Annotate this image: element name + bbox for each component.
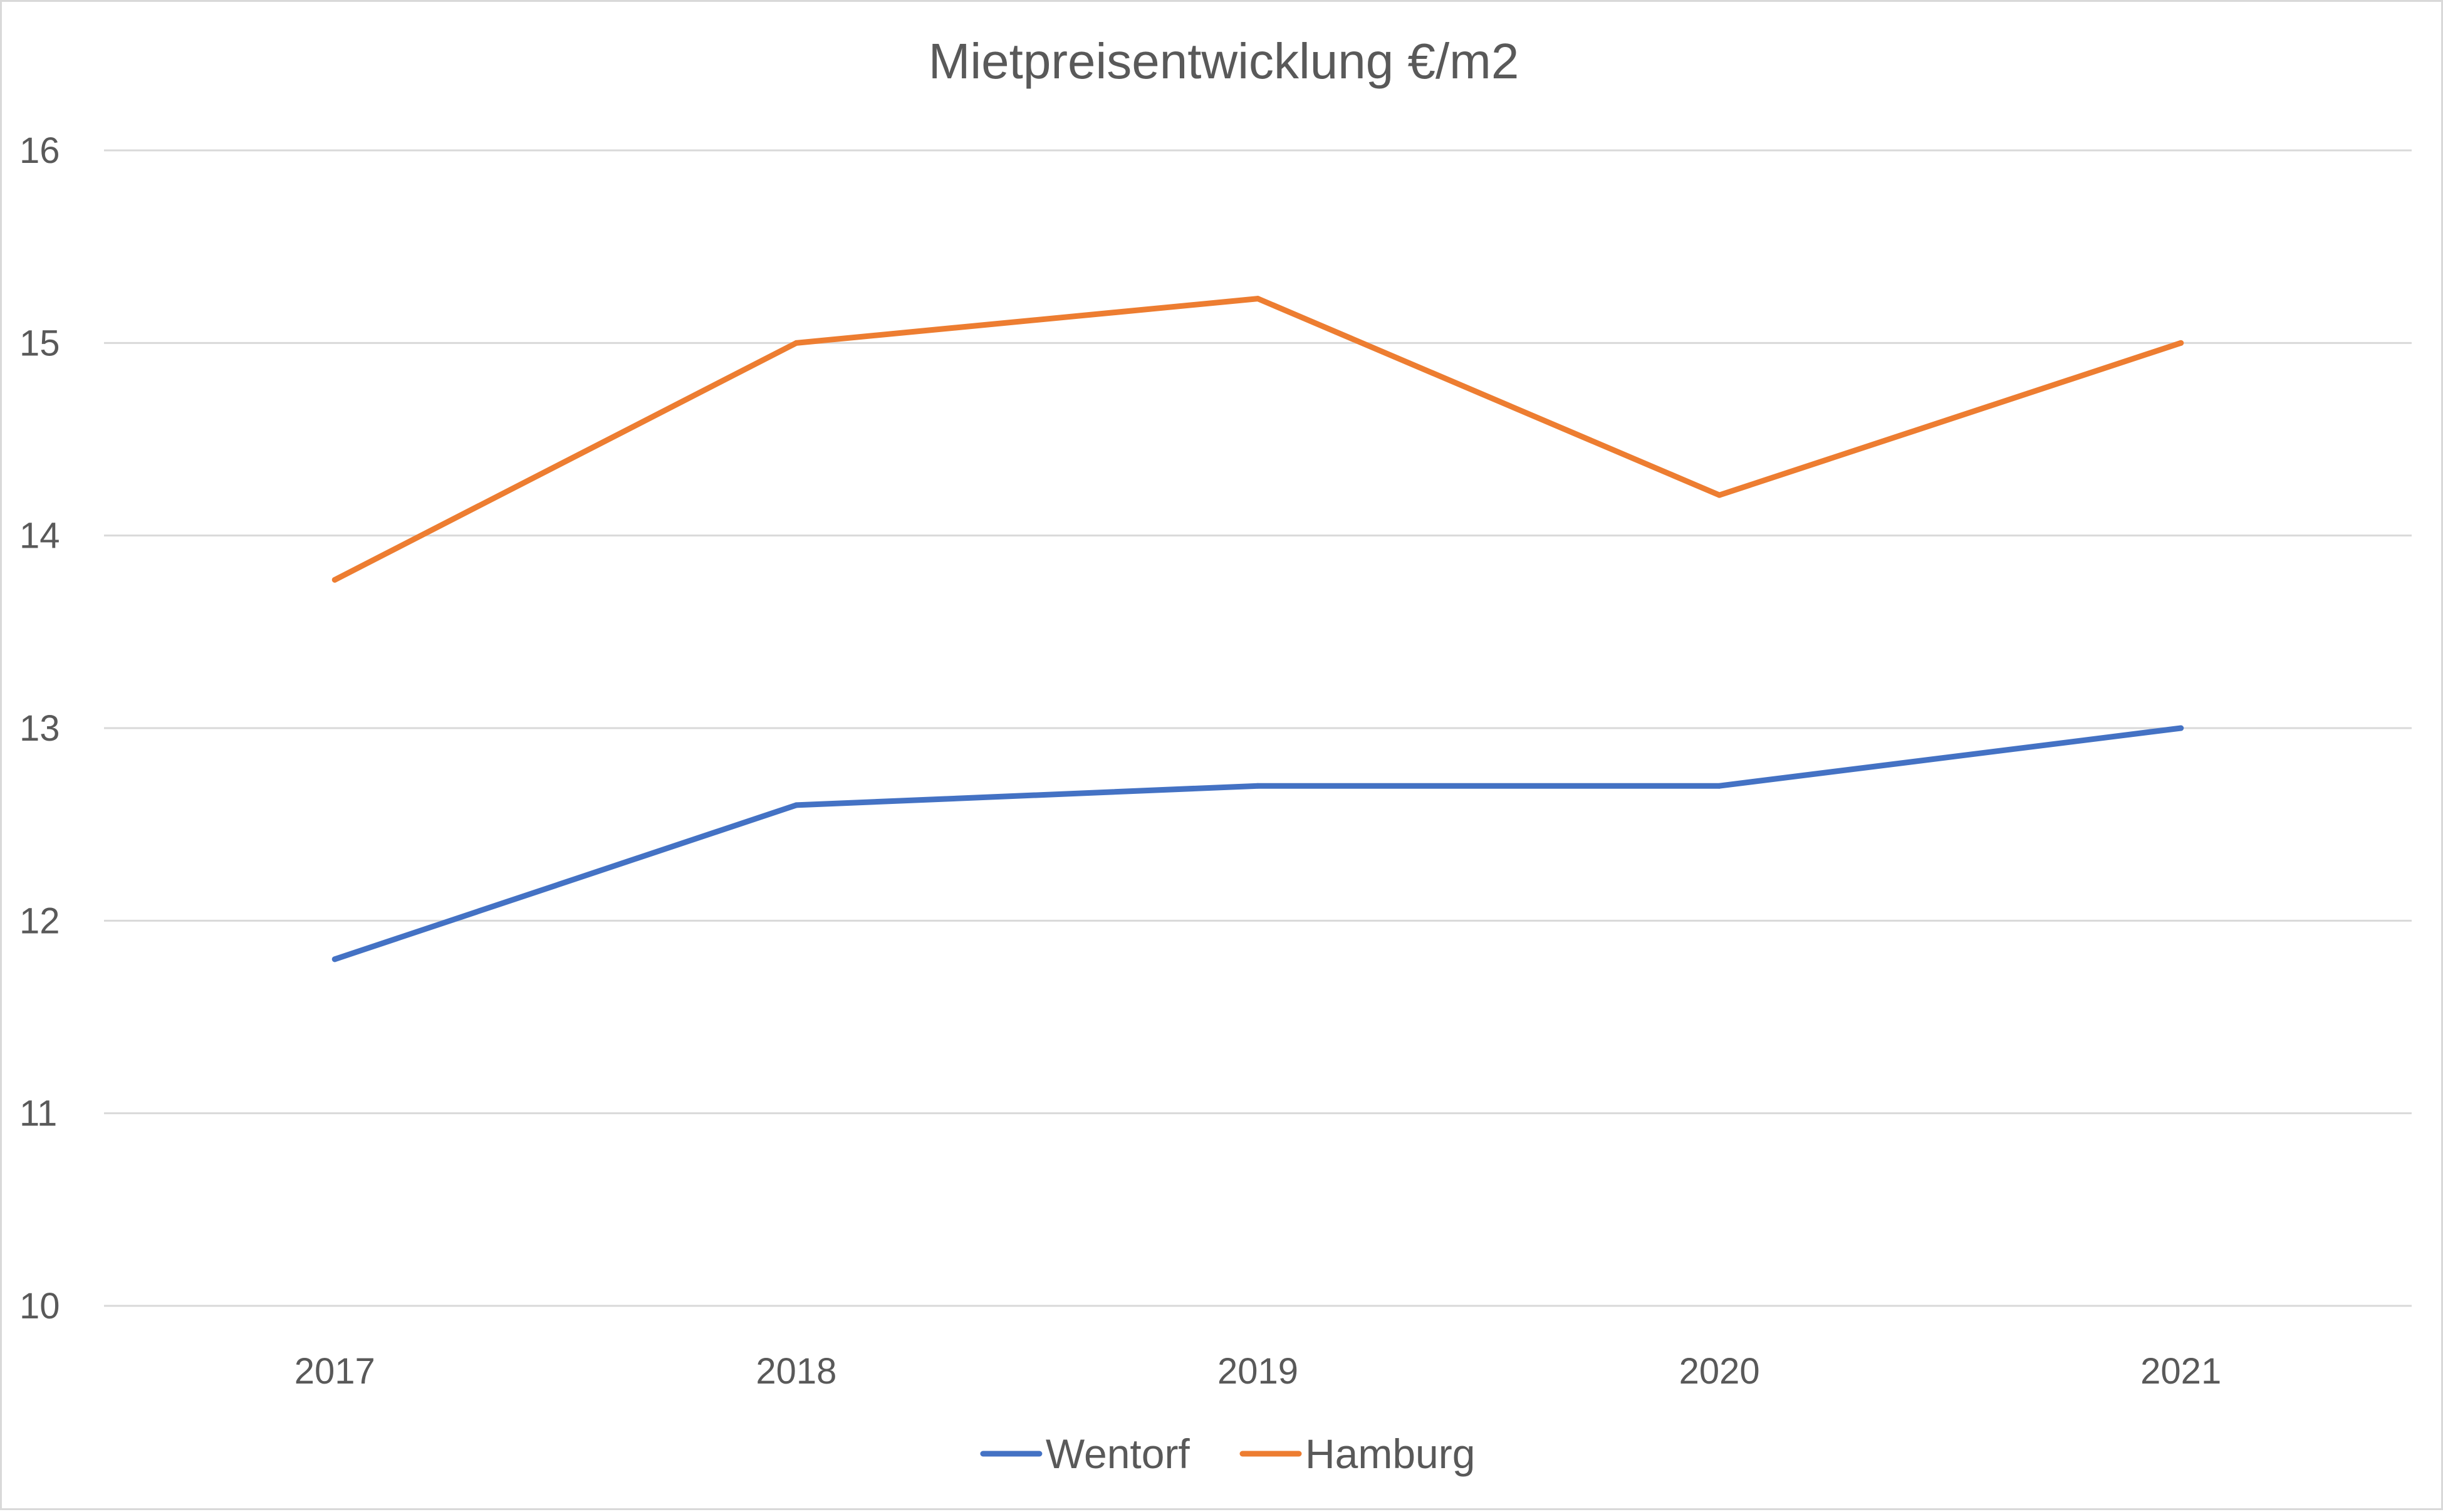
y-tick-label: 12 xyxy=(19,900,60,941)
x-tick-label: 2017 xyxy=(294,1351,375,1392)
legend-item-wentorf: Wentorf xyxy=(980,1431,1190,1477)
y-tick-label: 11 xyxy=(19,1093,57,1134)
y-tick-label: 16 xyxy=(19,130,60,171)
series-line xyxy=(331,296,2184,583)
y-tick-label: 14 xyxy=(19,516,60,556)
data-point xyxy=(2178,340,2184,346)
y-axis-tick-labels: 10 11 12 13 14 15 16 xyxy=(19,130,60,1327)
data-point xyxy=(1255,783,1261,789)
data-point xyxy=(793,802,800,808)
x-tick-label: 2020 xyxy=(1679,1351,1760,1392)
legend-label: Wentorf xyxy=(1046,1431,1190,1477)
data-point xyxy=(1716,492,1722,498)
y-tick-label: 15 xyxy=(19,323,60,363)
data-point xyxy=(793,340,800,346)
series-lines xyxy=(331,296,2184,962)
chart-title: Mietpreisentwicklung €/m2 xyxy=(929,33,1519,89)
data-point xyxy=(1716,783,1722,789)
x-tick-label: 2018 xyxy=(756,1351,836,1392)
series-line xyxy=(331,725,2184,962)
x-axis-tick-labels: 2017 2018 2019 2020 2021 xyxy=(294,1351,2221,1392)
gridlines xyxy=(104,149,2412,1307)
data-point xyxy=(331,956,338,962)
x-tick-label: 2019 xyxy=(1217,1351,1298,1392)
series-wentorf xyxy=(331,725,2184,962)
x-tick-label: 2021 xyxy=(2140,1351,2221,1392)
data-point xyxy=(1255,296,1261,302)
legend-label: Hamburg xyxy=(1305,1431,1475,1477)
y-tick-label: 13 xyxy=(19,708,60,749)
y-tick-label: 10 xyxy=(19,1286,60,1327)
legend-item-hamburg: Hamburg xyxy=(1239,1431,1475,1477)
data-point xyxy=(331,576,338,583)
legend: Wentorf Hamburg xyxy=(980,1431,1475,1477)
data-point xyxy=(2178,725,2184,731)
series-hamburg xyxy=(331,296,2184,583)
